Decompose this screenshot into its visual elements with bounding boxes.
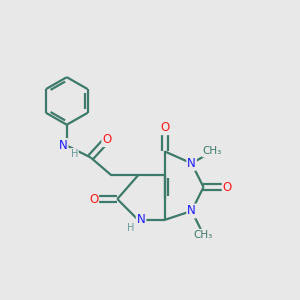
Text: CH₃: CH₃: [194, 230, 213, 240]
Text: O: O: [160, 121, 170, 134]
Text: H: H: [70, 149, 78, 159]
Text: H: H: [127, 223, 134, 233]
Text: O: O: [102, 133, 112, 146]
Text: N: N: [59, 139, 68, 152]
Text: CH₃: CH₃: [203, 146, 222, 157]
Text: O: O: [89, 193, 98, 206]
Text: N: N: [187, 157, 196, 170]
Text: O: O: [223, 181, 232, 194]
Text: N: N: [187, 204, 196, 218]
Text: N: N: [137, 213, 146, 226]
